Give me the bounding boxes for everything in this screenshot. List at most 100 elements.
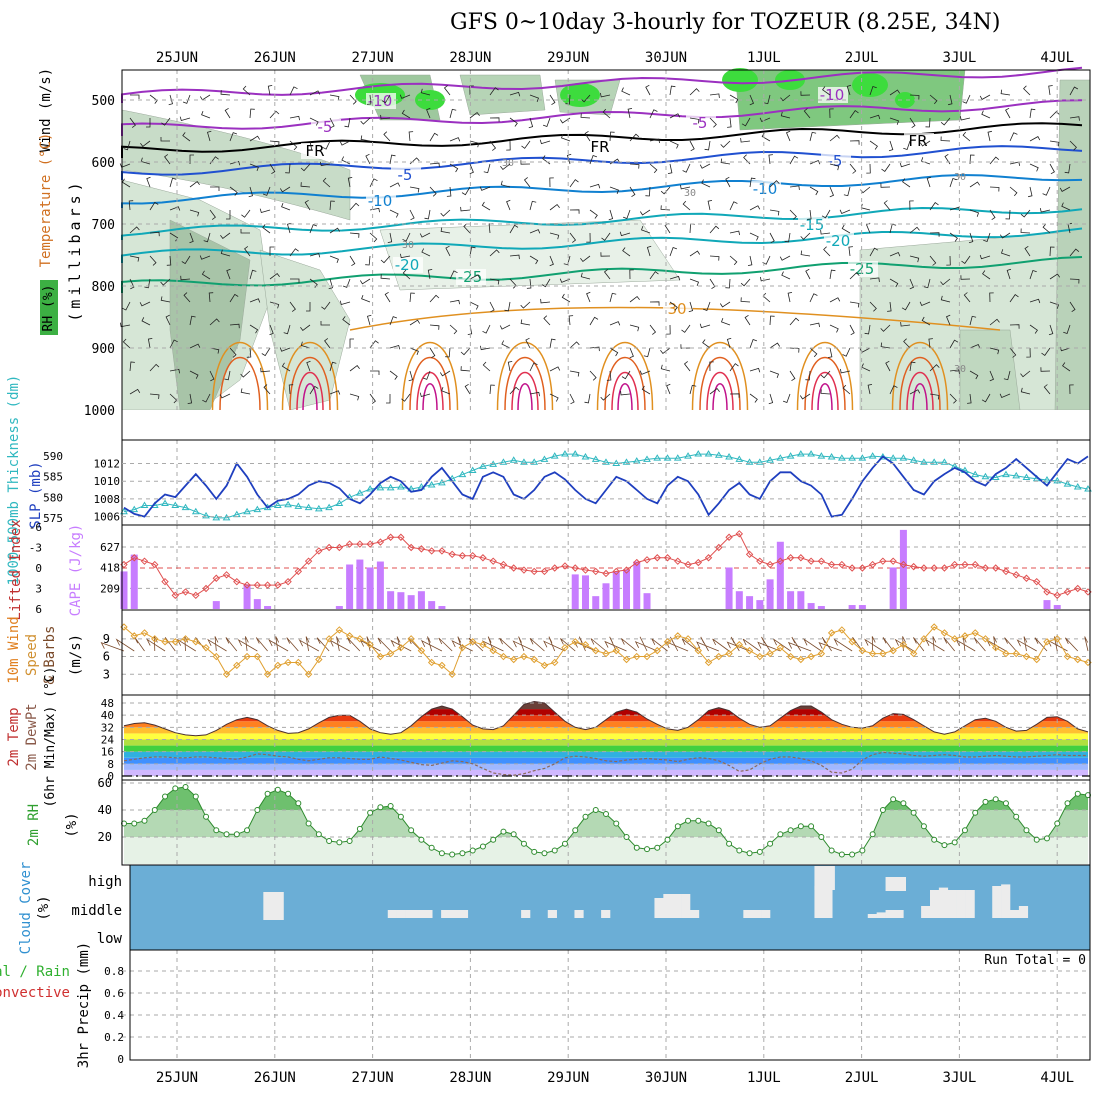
upper-wind-barb — [541, 278, 551, 288]
cloud-block — [521, 910, 531, 918]
upper-wind-barb — [445, 245, 451, 257]
wind-speed-marker — [530, 655, 538, 664]
rh-side-label: RH (%) — [41, 285, 56, 332]
upper-wind-barb — [389, 209, 399, 218]
cape-bar — [356, 559, 364, 609]
rh-marker — [459, 850, 466, 857]
top-date-label: 3JUL — [943, 50, 977, 66]
surface-wind-barb — [146, 638, 166, 652]
upper-wind-barb — [283, 324, 291, 335]
upper-wind-barb — [429, 324, 440, 330]
upper-wind-barb — [342, 278, 351, 288]
lifted-index-marker — [838, 560, 846, 569]
upper-wind-barb — [341, 156, 351, 165]
thickness-marker — [1022, 473, 1031, 481]
upper-wind-barb — [689, 88, 700, 96]
lifted-index-marker — [212, 574, 221, 582]
upper-wind-barb — [409, 292, 415, 303]
upper-wind-barb — [589, 370, 597, 381]
wind-speed-marker — [130, 632, 138, 640]
contour-label: -10 — [820, 86, 845, 104]
cape-bar — [1053, 605, 1061, 609]
wind-speed-marker — [458, 643, 467, 652]
upper-wind-barb — [149, 231, 160, 237]
upper-wind-barb — [569, 179, 579, 188]
rh-marker — [644, 846, 651, 853]
temp-band — [124, 745, 1088, 752]
upper-wind-barb — [940, 295, 951, 303]
upper-wind-barb — [689, 117, 700, 124]
upper-wind-barb — [962, 94, 971, 104]
cloud-block — [1018, 906, 1029, 918]
upper-wind-barb — [501, 340, 511, 349]
upper-wind-barb — [829, 108, 834, 119]
upper-wind-barb — [149, 363, 160, 372]
surface-wind-barb — [773, 638, 791, 652]
thickness-marker — [130, 505, 139, 513]
thickness-tick-label: 575 — [43, 512, 63, 525]
upper-wind-barb — [1000, 89, 1011, 96]
rh-marker — [695, 817, 702, 824]
upper-wind-barb — [762, 292, 771, 303]
upper-wind-barb — [645, 186, 651, 197]
upper-wind-barb — [528, 117, 534, 129]
upper-wind-barb — [460, 366, 471, 372]
minmax-label: (6hr Min/Max) (°C) — [43, 667, 58, 808]
cape-bar — [387, 591, 395, 609]
thickness-marker — [622, 458, 631, 465]
rh-marker — [890, 796, 897, 803]
rh-marker — [920, 823, 927, 830]
surface-wind-barb — [255, 637, 268, 652]
upper-wind-barb — [979, 94, 991, 100]
upper-wind-barb — [529, 391, 540, 397]
surface-wind-barb — [818, 641, 843, 652]
wind-label-2: Speed — [24, 634, 40, 676]
cape-bar — [1043, 600, 1051, 609]
upper-wind-barb — [320, 321, 330, 326]
upper-wind-barb — [248, 186, 253, 198]
upper-wind-barb — [322, 177, 331, 188]
upper-wind-barb — [182, 132, 191, 142]
contour-label: -5 — [398, 166, 413, 184]
upper-wind-barb — [1003, 370, 1011, 381]
upper-wind-barb — [285, 163, 291, 174]
surface-wind-barb — [803, 638, 822, 652]
surface-wind-barb — [573, 640, 596, 652]
upper-wind-barb — [789, 347, 800, 353]
upper-wind-barb — [780, 94, 791, 102]
upper-wind-barb — [789, 370, 796, 382]
surface-wind-barb — [176, 638, 196, 652]
cape-bar — [623, 569, 631, 609]
upper-wind-barb — [940, 278, 951, 286]
surface-wind-barb — [305, 636, 310, 652]
rh-marker — [808, 823, 815, 830]
thickness-marker — [171, 501, 180, 509]
thickness-marker — [520, 458, 528, 465]
upper-wind-barb — [929, 202, 939, 211]
upper-wind-barb — [549, 203, 560, 211]
upper-wind-barb — [226, 268, 231, 280]
upper-wind-barb — [809, 293, 818, 303]
upper-wind-barb — [620, 390, 631, 396]
thickness-marker — [499, 458, 508, 465]
contour-label: -20 — [826, 232, 851, 250]
upper-wind-barb — [329, 117, 335, 129]
wind-speed-marker — [499, 652, 508, 661]
upper-wind-barb — [1009, 186, 1018, 197]
rh-marker — [336, 839, 343, 846]
upper-wind-barb — [885, 360, 891, 372]
upper-wind-barb — [929, 94, 938, 105]
upper-wind-barb — [959, 116, 971, 121]
upper-wind-barb — [704, 140, 711, 151]
precip-tick-label: 0.6 — [104, 987, 124, 1000]
thickness-marker — [796, 450, 805, 457]
upper-wind-barb — [667, 163, 673, 174]
wind-speed-marker — [1033, 655, 1041, 664]
lifted-index-marker — [817, 557, 826, 565]
wind-speed-marker — [1043, 638, 1051, 646]
surface-wind-barb — [696, 641, 719, 652]
cape-bar — [417, 591, 425, 609]
lifted-index-marker — [704, 554, 713, 562]
upper-wind-barb — [925, 117, 931, 128]
upper-wind-barb — [539, 139, 551, 145]
